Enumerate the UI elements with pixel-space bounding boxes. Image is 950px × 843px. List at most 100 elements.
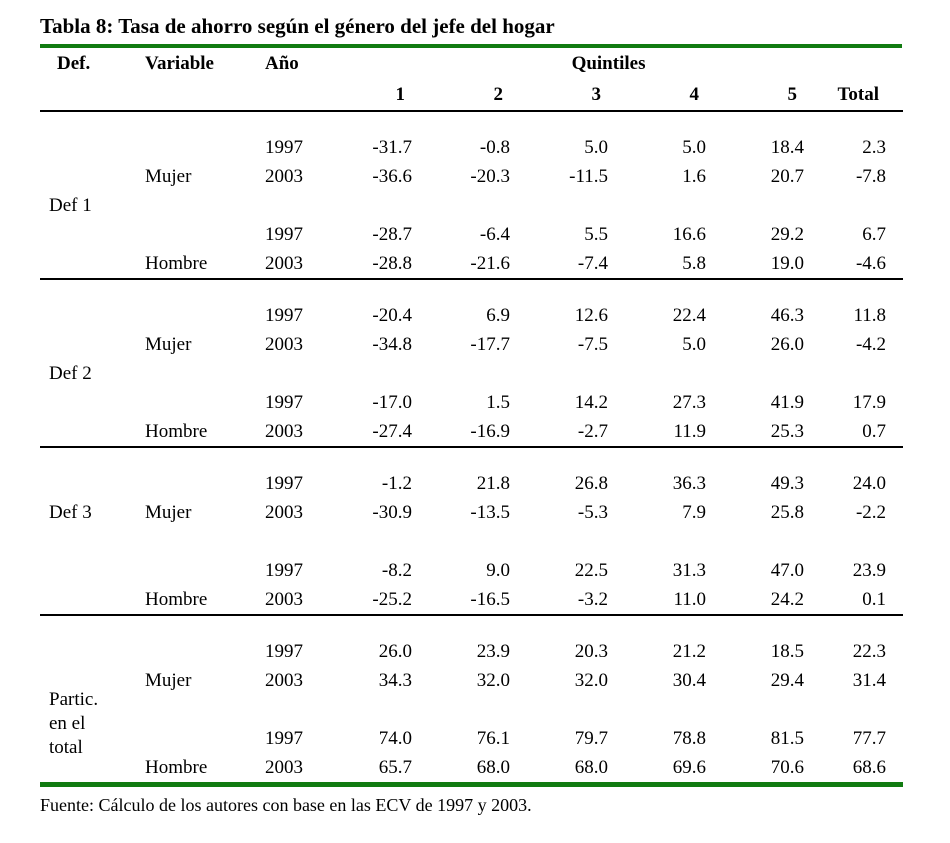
value-cell: 27.3 (672, 392, 706, 413)
value-cell: 5.8 (682, 253, 706, 274)
total-cell: 23.9 (852, 560, 887, 581)
total-cell: 22.3 (852, 641, 887, 662)
def-label-row: Def 2 (40, 359, 903, 388)
table-row: 1997 -28.7 -6.4 5.5 16.6 29.2 6.7 (40, 220, 903, 249)
value-cell: -1.2 (381, 473, 412, 494)
value-cell: -16.5 (470, 589, 510, 610)
table-row: Hombre 2003 65.7 68.0 68.0 69.6 70.6 68.… (40, 753, 903, 785)
variable-cell (134, 388, 248, 417)
value-cell: 9.0 (486, 560, 510, 581)
value-cell: 46.3 (770, 305, 804, 326)
value-cell: 81.5 (770, 728, 804, 749)
year-cell: 1997 (265, 305, 303, 326)
def-cell (40, 220, 134, 249)
value-cell: -0.8 (479, 137, 510, 158)
value-cell: -6.4 (479, 224, 510, 245)
empty-header-cell (134, 79, 248, 111)
col-header-q4: 4 (689, 84, 700, 105)
value-cell: 24.2 (770, 589, 804, 610)
variable-cell: Hombre (145, 253, 208, 274)
variable-cell (134, 133, 248, 162)
spacer-row (40, 695, 903, 724)
value-cell: 22.4 (672, 305, 706, 326)
table-row: 1997 74.0 76.1 79.7 78.8 81.5 77.7 (40, 724, 903, 753)
value-cell: 21.8 (476, 473, 510, 494)
value-cell: 18.5 (770, 641, 804, 662)
col-header-q1: 1 (395, 84, 406, 105)
source-note: Fuente: Cálculo de los autores con base … (40, 795, 532, 815)
year-cell: 2003 (265, 589, 303, 610)
def-label: Partic. en el total (49, 689, 99, 758)
value-cell: 19.0 (770, 253, 804, 274)
value-cell: 32.0 (476, 670, 510, 691)
def-label-row: Def 1 (40, 191, 903, 220)
total-cell: -7.8 (855, 166, 887, 187)
value-cell: 26.0 (378, 641, 412, 662)
value-cell: -11.5 (569, 166, 608, 187)
year-cell: 1997 (265, 728, 303, 749)
header-row-columns: 1 2 3 4 5 Total (40, 79, 903, 111)
value-cell: -27.4 (372, 421, 412, 442)
value-cell: -3.2 (577, 589, 608, 610)
variable-cell (134, 637, 248, 666)
col-header-variable: Variable (145, 53, 214, 74)
table-row: Hombre 2003 -28.8 -21.6 -7.4 5.8 19.0 -4… (40, 249, 903, 279)
value-cell: 31.3 (672, 560, 706, 581)
table-title: Tabla 8: Tasa de ahorro según el género … (40, 13, 902, 48)
total-cell: -4.2 (855, 334, 887, 355)
variable-cell (134, 556, 248, 585)
def-cell (40, 133, 134, 162)
value-cell: 25.3 (770, 421, 804, 442)
table-row: 1997 -8.2 9.0 22.5 31.3 47.0 23.9 (40, 556, 903, 585)
variable-cell: Hombre (145, 421, 208, 442)
value-cell: -31.7 (372, 137, 412, 158)
value-cell: -34.8 (372, 334, 412, 355)
def-cell (40, 556, 134, 585)
value-cell: 41.9 (770, 392, 804, 413)
value-cell: 5.5 (584, 224, 608, 245)
value-cell: 16.6 (672, 224, 706, 245)
table-row: Mujer 2003 -34.8 -17.7 -7.5 5.0 26.0 -4.… (40, 330, 903, 359)
empty-cell (134, 695, 903, 724)
table-row: 1997 -31.7 -0.8 5.0 5.0 18.4 2.3 (40, 133, 903, 162)
value-cell: -7.4 (577, 253, 608, 274)
header-row-groups: Def. Variable Año Quintiles (40, 48, 903, 79)
block-def-2: 1997 -20.4 6.9 12.6 22.4 46.3 11.8 Mujer… (40, 279, 904, 447)
table-row: Mujer 2003 -36.6 -20.3 -11.5 1.6 20.7 -7… (40, 162, 903, 191)
value-cell: 25.8 (770, 502, 804, 523)
def-label: Def 3 (49, 502, 92, 523)
year-cell: 1997 (265, 224, 303, 245)
table-row: Def 3 Mujer 2003 -30.9 -13.5 -5.3 7.9 25… (40, 498, 903, 527)
value-cell: -2.7 (577, 421, 608, 442)
col-header-q2: 2 (493, 84, 504, 105)
document-page: Tabla 8: Tasa de ahorro según el género … (40, 13, 904, 815)
value-cell: 5.0 (682, 137, 706, 158)
def-cell (40, 585, 134, 615)
value-cell: 7.9 (682, 502, 706, 523)
year-cell: 2003 (265, 253, 303, 274)
total-cell: 31.4 (852, 670, 887, 691)
def-cell (40, 162, 134, 191)
value-cell: -21.6 (470, 253, 510, 274)
spacer-cell (40, 447, 903, 469)
value-cell: 69.6 (672, 757, 706, 778)
spacer-row (40, 527, 903, 556)
value-cell: 29.2 (770, 224, 804, 245)
table-header: Def. Variable Año Quintiles 1 2 3 4 5 To… (40, 48, 904, 111)
value-cell: -28.7 (372, 224, 412, 245)
value-cell: 34.3 (378, 670, 412, 691)
table-row: 1997 26.0 23.9 20.3 21.2 18.5 22.3 (40, 637, 903, 666)
total-cell: 0.1 (862, 589, 887, 610)
variable-cell: Mujer (145, 670, 192, 691)
def-cell (40, 249, 134, 279)
col-header-year: Año (265, 53, 299, 74)
variable-cell: Hombre (145, 757, 208, 778)
value-cell: -20.4 (372, 305, 412, 326)
value-cell: 20.7 (770, 166, 804, 187)
value-cell: 23.9 (476, 641, 510, 662)
def-cell (40, 417, 134, 447)
value-cell: 68.0 (476, 757, 510, 778)
block-def-3: 1997 -1.2 21.8 26.8 36.3 49.3 24.0 Def 3… (40, 447, 904, 615)
table-row: Partic. en el total Mujer 2003 34.3 32.0… (40, 666, 903, 758)
value-cell: 12.6 (574, 305, 608, 326)
